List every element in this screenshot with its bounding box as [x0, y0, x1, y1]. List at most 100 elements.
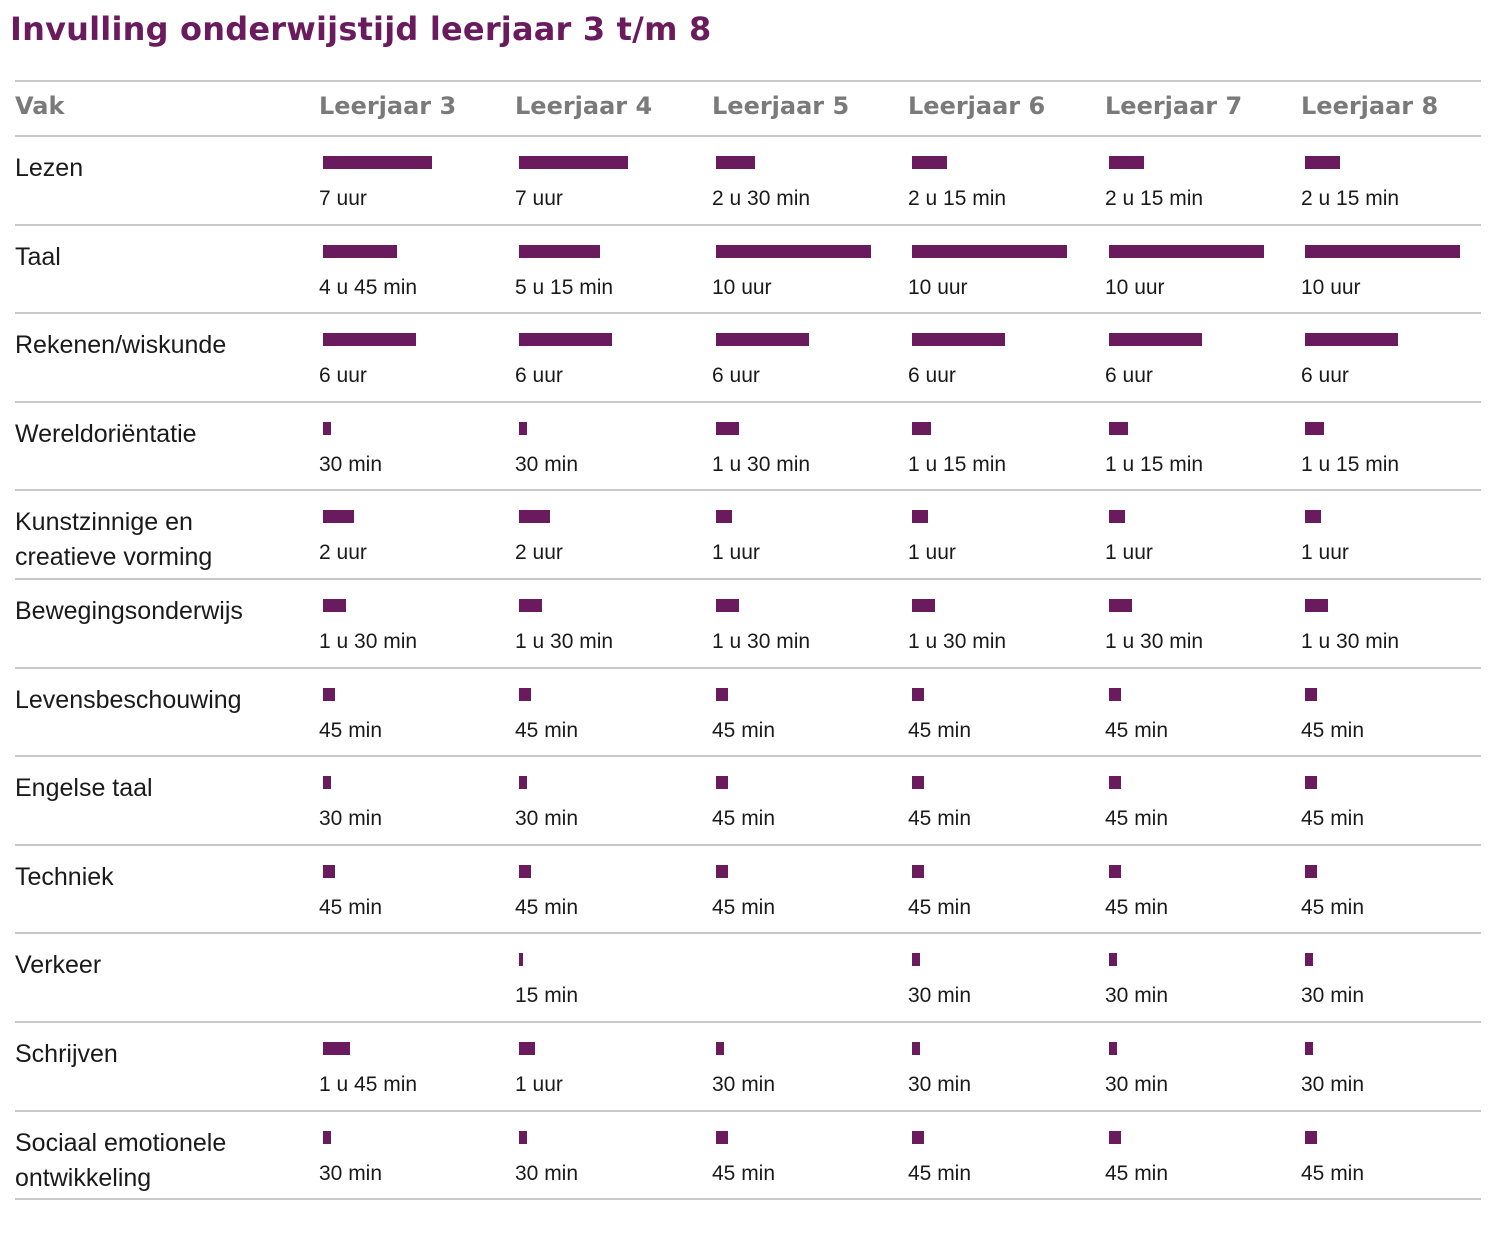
- time-bar: [323, 687, 335, 701]
- time-value-label: 45 min: [712, 895, 776, 919]
- time-bar: [1305, 421, 1324, 435]
- table-row: Wereldoriëntatie 30 min 30 min 1 u 30 min 1 …: [15, 403, 1481, 491]
- time-bar: [519, 244, 600, 258]
- subject-label: Wereldoriëntatie: [15, 417, 305, 452]
- table-cell: 10 uur: [712, 226, 908, 314]
- table-row: Schrijven 1 u 45 min 1 uur 30 min 30 min 30 m…: [15, 1023, 1481, 1111]
- time-value-label: 4 u 45 min: [319, 275, 418, 299]
- table-cell: 10 uur: [1301, 226, 1497, 314]
- time-value-label: 1 u 30 min: [515, 630, 614, 653]
- subject-label: Rekenen/wiskunde: [15, 328, 305, 363]
- row-rule: [15, 312, 1481, 315]
- time-value-label: 6 uur: [1105, 364, 1153, 388]
- table-cell: 30 min: [908, 1023, 1104, 1111]
- table-cell: 1 uur: [908, 491, 1104, 579]
- time-value-label: 5 u 15 min: [515, 275, 614, 299]
- table-cell: 1 uur: [712, 491, 908, 579]
- table-row: Rekenen/wiskunde 6 uur 6 uur 6 uur 6 uur 6 uu…: [15, 314, 1481, 402]
- time-bar: [519, 510, 550, 524]
- time-bar: [912, 687, 924, 701]
- table-cell: 30 min: [515, 403, 711, 491]
- time-bar: [912, 156, 947, 169]
- time-bar: [716, 776, 728, 790]
- time-value-label: 1 u 30 min: [712, 452, 811, 476]
- column-header-leerjaar-7: Leerjaar 7: [1105, 92, 1243, 120]
- subject-label: Taal: [15, 240, 305, 275]
- time-value-label: 7 uur: [515, 187, 563, 210]
- time-bar: [1109, 156, 1144, 169]
- time-value-label: 6 uur: [515, 364, 563, 388]
- row-rule: [15, 666, 1481, 669]
- time-value-label: 10 uur: [1105, 275, 1165, 299]
- time-value-label: 30 min: [319, 807, 383, 831]
- time-bar: [716, 599, 739, 612]
- table-cell: 6 uur: [319, 314, 515, 402]
- time-bar: [912, 776, 924, 790]
- table-row: Techniek 45 min 45 min 45 min 45 min 45 min 45…: [15, 846, 1481, 934]
- header-rule: [15, 135, 1481, 137]
- table-row: Taal 4 u 45 min 5 u 15 min 10 uur 10 uur 10 u…: [15, 226, 1481, 314]
- time-value-label: 30 min: [1301, 1073, 1365, 1096]
- time-value-label: 1 u 30 min: [319, 630, 418, 653]
- table-cell: 45 min: [1105, 757, 1301, 845]
- time-bar: [323, 864, 335, 878]
- table-cell: 1 uur: [1105, 491, 1301, 579]
- time-value-label: 15 min: [515, 984, 579, 1008]
- time-bar: [1109, 1042, 1117, 1055]
- time-value-label: 2 u 15 min: [1301, 187, 1400, 210]
- table-cell: 2 u 30 min: [712, 137, 908, 225]
- table-cell: 2 uur: [515, 491, 711, 579]
- time-bar: [912, 599, 935, 612]
- time-bar: [323, 776, 331, 790]
- subject-label: Engelse taal: [15, 771, 305, 806]
- time-value-label: 45 min: [319, 895, 383, 919]
- time-value-label: 45 min: [712, 1161, 776, 1185]
- time-bar: [323, 156, 432, 169]
- time-bar: [912, 333, 1005, 347]
- time-bar: [912, 510, 928, 524]
- time-value-label: 45 min: [1105, 895, 1169, 919]
- table-cell: 1 u 30 min: [1301, 580, 1497, 668]
- time-value-label: 1 uur: [1105, 541, 1153, 565]
- table-cell: 30 min: [1301, 1023, 1497, 1111]
- table-cell: 30 min: [319, 403, 515, 491]
- time-value-label: 30 min: [1301, 984, 1365, 1008]
- row-rule: [15, 1109, 1481, 1112]
- time-value-label: 2 u 15 min: [908, 187, 1007, 210]
- time-bar: [1305, 1130, 1317, 1144]
- table-cell: 2 uur: [319, 491, 515, 579]
- table-cell: [319, 934, 515, 1022]
- table-row: Lezen 7 uur 7 uur 2 u 30 min 2 u 15 min 2 u 1…: [15, 137, 1481, 225]
- table-cell: 2 u 15 min: [1105, 137, 1301, 225]
- table-row: Bewegingsonderwijs 1 u 30 min 1 u 30 min 1 …: [15, 580, 1481, 668]
- table-cell: 45 min: [1301, 846, 1497, 934]
- time-bar: [1109, 333, 1202, 347]
- table-cell: 6 uur: [712, 314, 908, 402]
- time-value-label: 2 uur: [319, 541, 367, 565]
- time-bar: [1109, 776, 1121, 790]
- table-cell: 30 min: [319, 1112, 515, 1200]
- time-value-label: 1 uur: [908, 541, 956, 565]
- column-header-vak: Vak: [15, 92, 65, 120]
- time-bar: [716, 864, 728, 878]
- table-cell: 30 min: [515, 1112, 711, 1200]
- time-bar: [716, 156, 755, 169]
- subject-label-line: creatieve vorming: [15, 543, 213, 572]
- time-bar: [519, 333, 612, 347]
- table-cell: 6 uur: [1105, 314, 1301, 402]
- time-bar: [519, 687, 531, 701]
- table-cell: 6 uur: [515, 314, 711, 402]
- subject-label: Kunstzinnige en creatieve vorming: [15, 505, 305, 575]
- time-value-label: 6 uur: [712, 364, 760, 388]
- table-cell: 1 uur: [1301, 491, 1497, 579]
- subject-label: Levensbeschouwing: [15, 683, 305, 718]
- table-cell: 45 min: [1105, 1112, 1301, 1200]
- time-bar: [716, 1042, 724, 1055]
- time-bar: [323, 599, 346, 612]
- time-value-label: 45 min: [1301, 1161, 1365, 1185]
- table-cell: 30 min: [1301, 934, 1497, 1022]
- column-header-leerjaar-8: Leerjaar 8: [1301, 92, 1439, 120]
- subject-label-line: ontwikkeling: [15, 1163, 152, 1192]
- time-bar: [519, 953, 523, 967]
- subject-label: Techniek: [15, 860, 305, 895]
